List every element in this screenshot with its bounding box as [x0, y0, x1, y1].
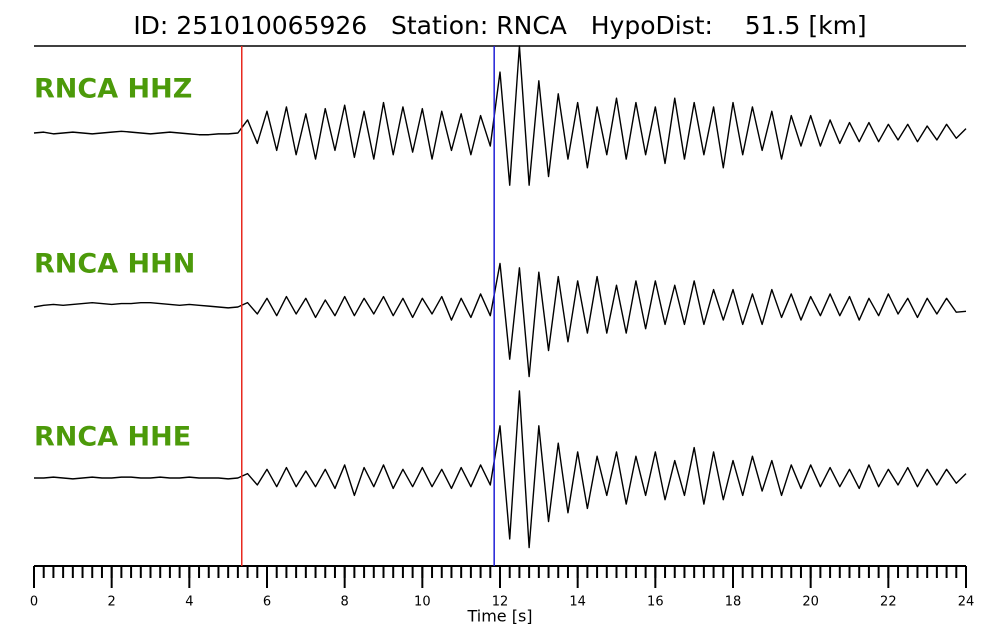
chart-title: ID: 251010065926 Station: RNCA HypoDist:… [133, 11, 866, 40]
x-axis-label: Time [s] [466, 607, 532, 626]
waveform [33, 262, 967, 378]
x-tick-label: 2 [108, 595, 116, 610]
x-tick-label: 4 [185, 595, 193, 610]
trace-label: RNCA HHE [34, 422, 191, 453]
x-tick-label: 18 [725, 595, 742, 610]
trace-label: RNCA HHZ [34, 74, 192, 105]
trace-label: RNCA HHN [34, 249, 195, 280]
x-tick-label: 6 [263, 595, 271, 610]
x-tick-label: 10 [414, 595, 431, 610]
x-tick-label: 16 [647, 595, 664, 610]
x-tick-label: 8 [341, 595, 349, 610]
x-tick-label: 22 [880, 595, 897, 610]
waveform [34, 390, 967, 549]
waveform [33, 45, 967, 186]
x-tick-label: 0 [30, 595, 38, 610]
x-tick-label: 14 [569, 595, 586, 610]
x-tick-label: 20 [802, 595, 819, 610]
x-tick-label: 12 [492, 595, 509, 610]
x-tick-label: 24 [958, 595, 975, 610]
